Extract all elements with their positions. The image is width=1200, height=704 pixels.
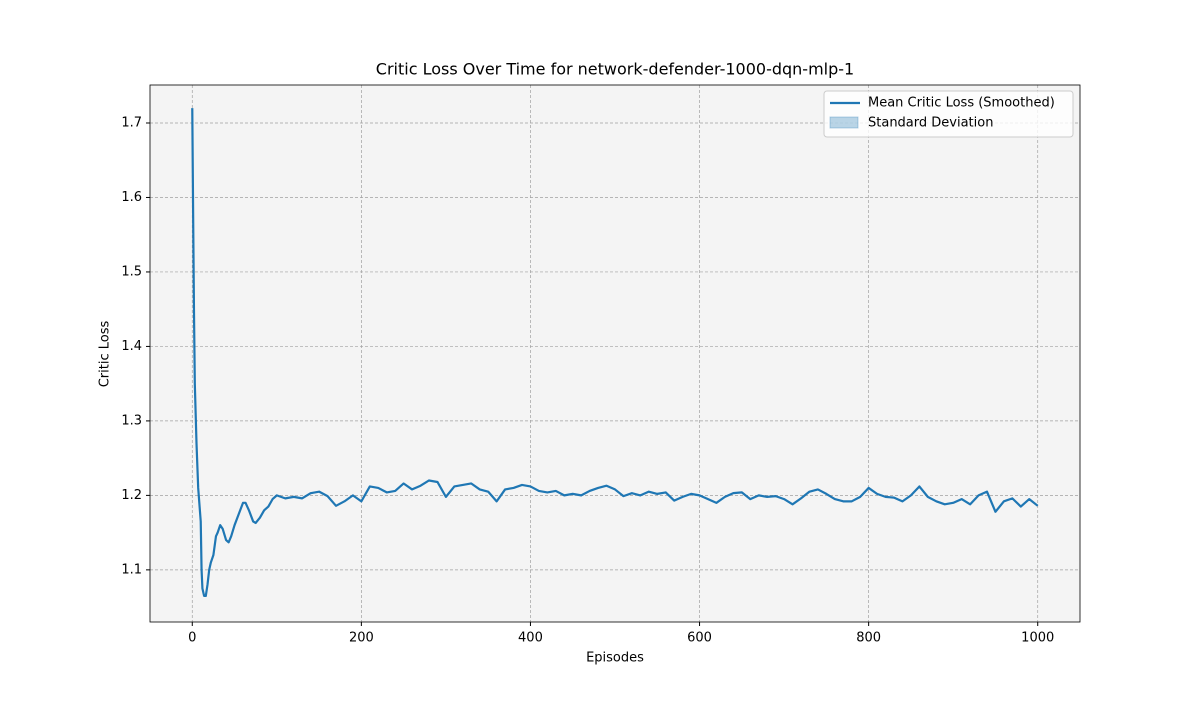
x-tick-label: 1000 (1021, 631, 1054, 646)
y-tick-label: 1.2 (121, 488, 142, 503)
line (191, 108, 1039, 598)
chart-title: Critic Loss Over Time for network-defend… (376, 60, 854, 79)
y-tick-label: 1.1 (121, 562, 142, 577)
legend-swatch (829, 116, 859, 129)
y-tick-label: 1.6 (121, 190, 142, 205)
x-axis-label: Episodes (586, 651, 644, 666)
legend-box (823, 90, 1074, 138)
legend-label: Standard Deviation (868, 116, 993, 131)
x-tick-label: 400 (518, 631, 543, 646)
x-tick-label: 600 (687, 631, 712, 646)
y-tick-label: 1.3 (121, 413, 142, 428)
plot-area (150, 85, 1080, 622)
y-tick-label: 1.5 (121, 264, 142, 279)
x-tick-label: 0 (188, 631, 196, 646)
y-tick-label: 1.4 (121, 339, 142, 354)
plot-frame (149, 84, 1081, 623)
y-axis-label: Critic Loss (98, 321, 113, 388)
x-tick-label: 200 (349, 631, 374, 646)
y-tick-label: 1.7 (121, 115, 142, 130)
legend-label: Mean Critic Loss (Smoothed) (868, 96, 1055, 111)
x-tick-label: 800 (856, 631, 881, 646)
